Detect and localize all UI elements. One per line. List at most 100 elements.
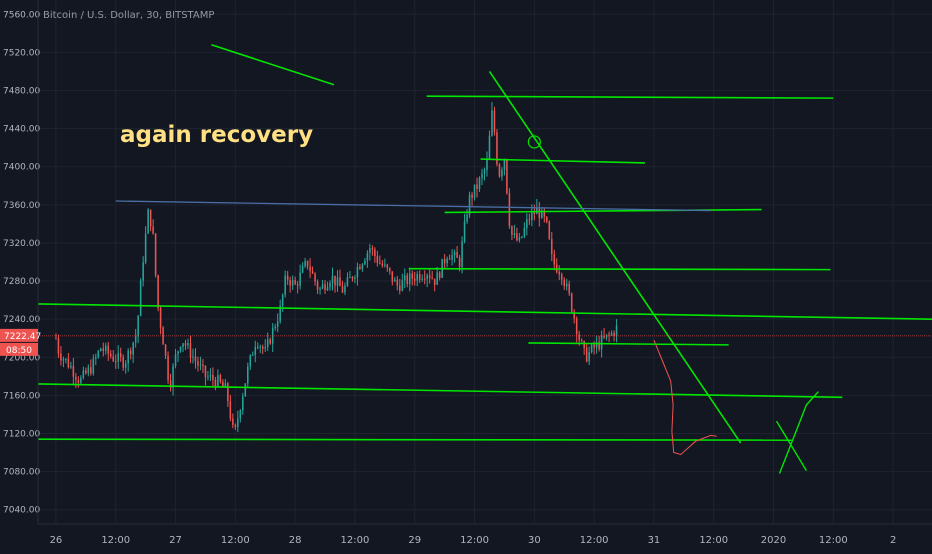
circle-mark	[527, 135, 541, 149]
candle-body	[142, 262, 144, 281]
candle-body	[239, 410, 242, 419]
candle-body	[207, 376, 209, 378]
candle-body	[369, 248, 371, 253]
candle-body	[102, 348, 105, 351]
candle-body	[456, 252, 458, 258]
candle-body	[476, 184, 478, 190]
candle-body	[252, 354, 254, 356]
candle-body	[62, 359, 65, 361]
candle-body	[192, 356, 194, 358]
candles	[55, 101, 618, 432]
y-axis: 7040.00 7080.00 7120.00 7160.00 7200.00 7240.…	[3, 0, 40, 524]
candle-body	[518, 237, 521, 241]
candle-body	[336, 277, 339, 286]
candle-body	[224, 383, 227, 387]
y-tick-label: 7200.00	[3, 353, 40, 363]
candle-body	[603, 336, 605, 338]
y-tick-label: 7160.00	[3, 391, 40, 401]
candle-body	[438, 272, 441, 278]
candle-body	[560, 274, 563, 280]
candle-body	[451, 255, 453, 260]
candle-body	[227, 383, 229, 402]
candle-body	[349, 277, 351, 279]
candle-body	[361, 264, 364, 270]
candle-body	[478, 178, 481, 190]
candle-body	[219, 375, 222, 382]
candle-body	[399, 285, 401, 291]
candle-body	[346, 277, 349, 286]
candle-body	[493, 110, 496, 133]
candle-body	[159, 308, 162, 328]
candle-body	[172, 365, 174, 388]
countdown-value: 08:50	[6, 346, 32, 356]
candle-body	[167, 355, 169, 381]
candle-body	[109, 353, 112, 357]
candle-body	[90, 367, 92, 374]
candle-body	[501, 169, 503, 177]
candle-body	[339, 277, 341, 287]
candle-body	[600, 336, 603, 350]
y-tick-label: 7040.00	[3, 506, 40, 516]
price-badge-bg	[0, 328, 38, 342]
candle-body	[483, 170, 486, 174]
candle-body	[546, 216, 548, 222]
candle-body	[129, 350, 132, 355]
candle-body	[65, 358, 67, 360]
candle-body	[72, 365, 75, 377]
trendline	[488, 71, 742, 444]
x-tick-label: 27	[169, 535, 182, 546]
candle-body	[274, 326, 276, 329]
x-axis: 26 12:00 27 12:00 28 12:00 29 12:00 30 12:00 31 12:…	[38, 523, 932, 546]
candle-body	[351, 277, 354, 279]
candle-body	[389, 267, 391, 272]
candle-body	[533, 212, 536, 215]
candle-body	[329, 282, 331, 288]
candle-body	[229, 401, 232, 419]
y-tick-label: 7520.00	[3, 48, 40, 58]
candle-body	[55, 338, 57, 340]
candle-body	[222, 381, 224, 387]
candle-body	[568, 283, 570, 294]
candle-body	[187, 343, 189, 346]
candle-body	[119, 353, 122, 358]
candle-body	[471, 194, 473, 198]
candle-body	[421, 278, 423, 280]
trendline	[408, 267, 831, 271]
candle-body	[284, 275, 286, 295]
candle-body	[526, 219, 528, 228]
candle-body	[613, 332, 615, 337]
candle-body	[105, 345, 107, 351]
candle-body	[234, 424, 237, 428]
candle-body	[461, 241, 463, 267]
candle-body	[152, 226, 154, 234]
candle-body	[331, 275, 334, 283]
candle-body	[615, 325, 618, 337]
candle-body	[162, 327, 164, 345]
candle-body	[610, 332, 613, 335]
candle-body	[306, 260, 309, 267]
candle-body	[531, 212, 533, 221]
candle-body	[326, 287, 329, 291]
candle-body	[217, 375, 219, 387]
candle-body	[481, 173, 483, 179]
candle-body	[406, 275, 409, 284]
candle-body	[117, 353, 120, 362]
candle-body	[498, 164, 501, 177]
x-mark-stroke	[778, 391, 819, 474]
candle-body	[249, 355, 252, 367]
candle-body	[189, 343, 192, 358]
drawing-lines	[37, 44, 932, 474]
candle-body	[254, 346, 257, 355]
candle-body	[384, 264, 386, 266]
candle-body	[244, 383, 247, 397]
candle-body	[590, 344, 593, 352]
annotation-text: again recovery	[120, 122, 313, 148]
candle-body	[197, 361, 199, 366]
x-mark-stroke	[775, 420, 807, 471]
candle-body	[446, 258, 448, 264]
candle-body	[453, 252, 456, 256]
candle-body	[194, 356, 197, 362]
candle-body	[202, 364, 204, 366]
candle-body	[247, 366, 249, 384]
